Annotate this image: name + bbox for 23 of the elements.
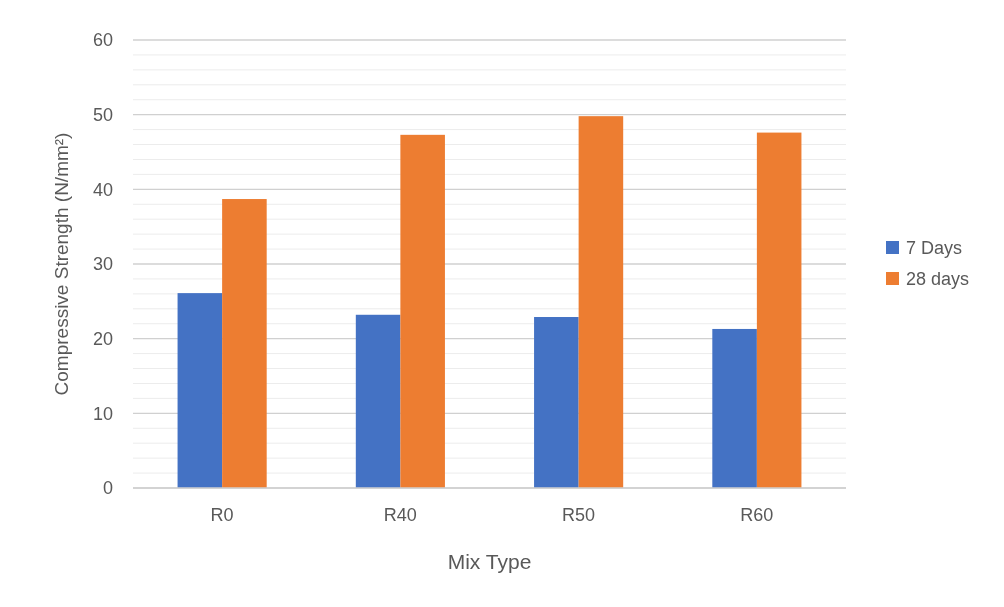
y-tick-label: 0 bbox=[102, 478, 113, 499]
bar bbox=[534, 317, 579, 488]
bar bbox=[400, 134, 445, 488]
y-tick-label: 60 bbox=[92, 30, 113, 51]
bar bbox=[355, 314, 401, 488]
x-axis-title: Mix Type bbox=[447, 550, 532, 573]
y-tick-label: 30 bbox=[92, 254, 113, 275]
x-tick-label: R0 bbox=[210, 505, 234, 525]
x-tick-label: R60 bbox=[740, 505, 774, 525]
bar bbox=[712, 328, 757, 488]
y-tick-label: 50 bbox=[92, 104, 113, 125]
y-tick-label: 10 bbox=[92, 403, 113, 424]
bar bbox=[578, 116, 624, 488]
y-tick-label: 20 bbox=[92, 328, 113, 349]
y-axis-title: Compressive Strength (N/mm²) bbox=[51, 132, 72, 396]
legend-label: 7 Days bbox=[906, 238, 963, 259]
legend-label: 28 days bbox=[906, 269, 970, 290]
x-tick-label: R40 bbox=[383, 505, 417, 525]
bar bbox=[222, 199, 267, 488]
bar bbox=[756, 132, 802, 488]
x-tick-label: R50 bbox=[562, 505, 596, 525]
y-tick-label: 40 bbox=[92, 179, 113, 200]
bar bbox=[177, 293, 223, 488]
